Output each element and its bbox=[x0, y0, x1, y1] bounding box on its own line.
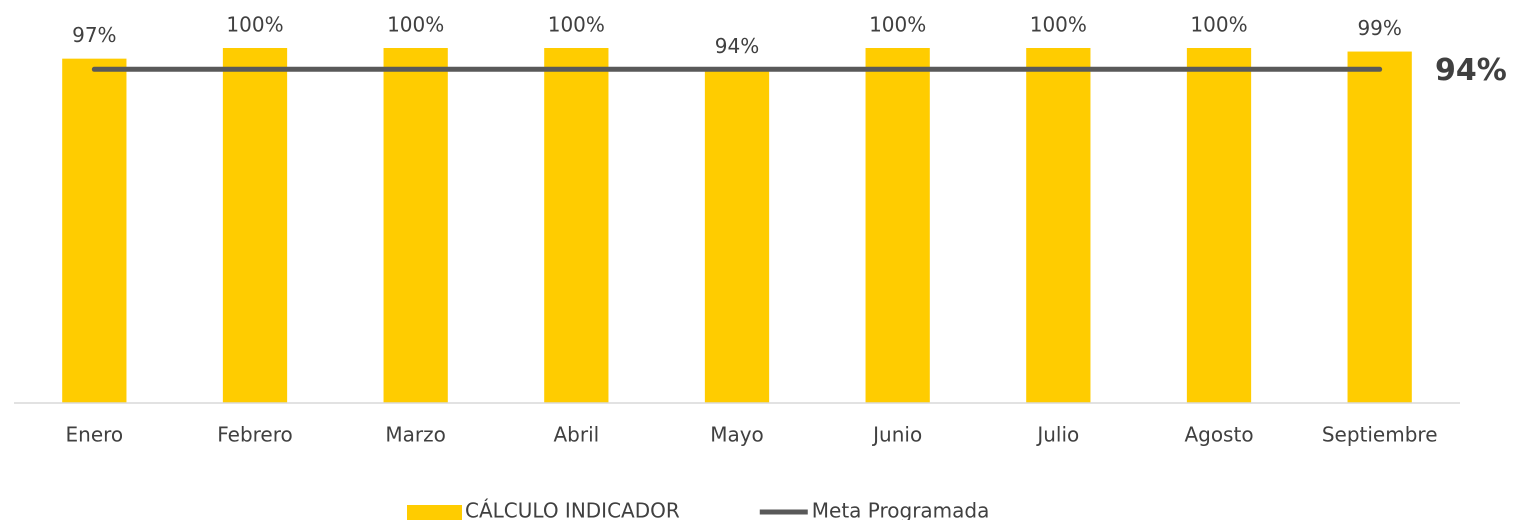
x-tick-label: Enero bbox=[66, 423, 124, 447]
bar bbox=[704, 69, 770, 404]
x-tick-label: Febrero bbox=[217, 423, 293, 447]
x-tick-label: Julio bbox=[1035, 423, 1079, 447]
x-tick-label: Junio bbox=[871, 423, 922, 447]
x-tick-label: Agosto bbox=[1184, 423, 1253, 447]
data-label: 94% bbox=[715, 34, 759, 58]
data-label: 100% bbox=[387, 13, 444, 37]
bar bbox=[62, 58, 127, 404]
x-tick-label: Mayo bbox=[710, 423, 764, 447]
data-label: 100% bbox=[1030, 13, 1087, 37]
data-label: 100% bbox=[226, 13, 283, 37]
x-tick-label: Abril bbox=[553, 423, 599, 447]
bar bbox=[1347, 51, 1412, 404]
legend-swatch bbox=[407, 505, 462, 520]
legend-label: Meta Programada bbox=[812, 499, 990, 520]
data-label: 100% bbox=[1190, 13, 1247, 37]
data-label: 97% bbox=[72, 23, 116, 47]
bar bbox=[1026, 48, 1091, 403]
annotation: 94% bbox=[1435, 53, 1507, 88]
bar bbox=[1186, 48, 1252, 403]
bar bbox=[222, 48, 288, 403]
data-label: 99% bbox=[1357, 16, 1401, 40]
bar bbox=[383, 48, 448, 403]
data-label: 100% bbox=[869, 13, 926, 37]
data-label: 100% bbox=[548, 13, 605, 37]
legend-label: CÁLCULO INDICADOR bbox=[465, 499, 680, 520]
x-tick-label: Marzo bbox=[385, 423, 445, 447]
x-tick-label: Septiembre bbox=[1322, 423, 1438, 447]
bar bbox=[865, 48, 930, 403]
bar bbox=[544, 48, 609, 403]
